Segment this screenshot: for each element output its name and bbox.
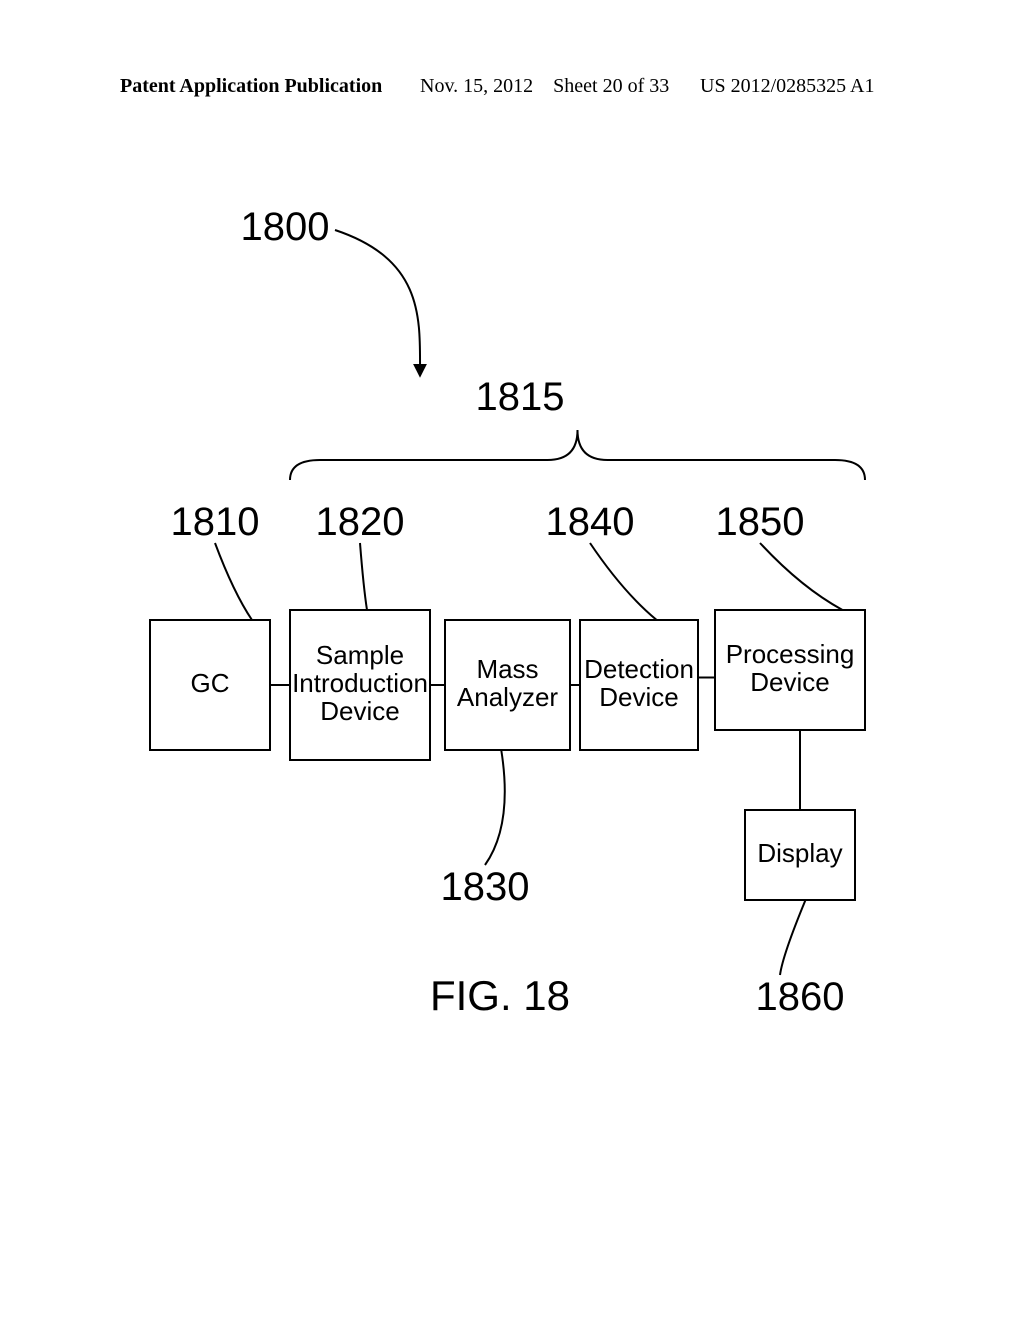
node-sample-label-1: Introduction bbox=[292, 668, 428, 698]
figure-svg: 18001815GCSampleIntroductionDeviceMassAn… bbox=[120, 180, 910, 1080]
figure-18: 18001815GCSampleIntroductionDeviceMassAn… bbox=[120, 180, 910, 1080]
ref-1820: 1820 bbox=[316, 500, 405, 544]
lead-1820 bbox=[360, 543, 367, 610]
node-sample-label-0: Sample bbox=[316, 640, 404, 670]
header-title: Patent Application Publication bbox=[120, 75, 382, 98]
brace-1815 bbox=[290, 430, 865, 480]
page: Patent Application Publication Nov. 15, … bbox=[0, 0, 1024, 1320]
ref-1850: 1850 bbox=[716, 500, 805, 544]
node-proc-label-0: Processing bbox=[726, 639, 855, 669]
ref-1815: 1815 bbox=[476, 375, 565, 419]
lead-1830 bbox=[485, 750, 505, 865]
node-gc-label-0: GC bbox=[191, 668, 230, 698]
ref-1800: 1800 bbox=[241, 205, 330, 249]
lead-1840 bbox=[590, 543, 657, 620]
lead-1860 bbox=[780, 900, 806, 975]
node-detect-label-0: Detection bbox=[584, 654, 694, 684]
node-sample-label-2: Device bbox=[320, 696, 399, 726]
arrow-1800 bbox=[335, 230, 420, 375]
lead-1810 bbox=[215, 543, 252, 620]
ref-1860: 1860 bbox=[756, 975, 845, 1019]
lead-1850 bbox=[760, 543, 843, 610]
node-proc-label-1: Device bbox=[750, 667, 829, 697]
node-detect-label-1: Device bbox=[599, 682, 678, 712]
node-disp-label-0: Display bbox=[757, 838, 842, 868]
node-mass-label-0: Mass bbox=[476, 654, 538, 684]
header-pubno: US 2012/0285325 A1 bbox=[700, 75, 874, 98]
node-mass-label-1: Analyzer bbox=[457, 682, 558, 712]
ref-1840: 1840 bbox=[546, 500, 635, 544]
ref-1810: 1810 bbox=[171, 500, 260, 544]
figure-title: FIG. 18 bbox=[430, 972, 570, 1019]
header-date-text: Nov. 15, 2012 bbox=[420, 75, 533, 97]
header-sheet-text: Sheet 20 of 33 bbox=[553, 75, 669, 97]
ref-1830: 1830 bbox=[441, 865, 530, 909]
header-date: Nov. 15, 2012 Sheet 20 of 33 bbox=[420, 75, 669, 98]
